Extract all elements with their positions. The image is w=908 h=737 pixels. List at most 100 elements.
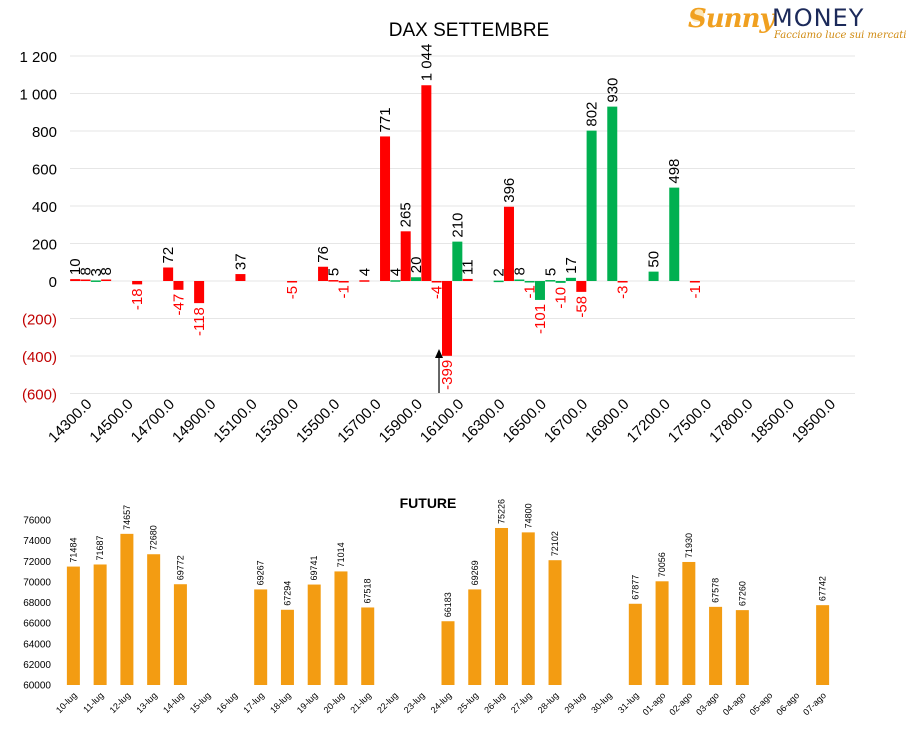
x-tick-label: 15300.0 [252, 396, 302, 446]
x-tick-label: 19500.0 [789, 396, 839, 446]
data-label: 17 [563, 257, 580, 274]
data-label: 72102 [550, 531, 560, 556]
bar [431, 281, 442, 283]
x-tick-label: 27-lug [509, 690, 534, 715]
data-label: 10 [67, 258, 84, 275]
x-tick-label: 12-lug [108, 690, 133, 715]
data-label: 265 [398, 202, 415, 227]
data-label: -4 [429, 286, 446, 299]
bar [442, 281, 453, 356]
x-tick-label: 16500.0 [500, 396, 550, 446]
y-tick-label: 68000 [23, 598, 51, 609]
data-label: 2 [491, 268, 508, 276]
bar [524, 281, 535, 283]
bar [93, 564, 107, 685]
y-tick-label: 200 [32, 237, 57, 254]
data-label: 5 [325, 268, 342, 276]
x-tick-label: 15700.0 [334, 396, 384, 446]
x-tick-label: 14900.0 [169, 396, 219, 446]
bar [80, 279, 91, 281]
data-label: -1 [336, 285, 353, 298]
y-tick-label: 60000 [23, 681, 51, 692]
arrow-head [435, 349, 444, 358]
data-label: -5 [284, 286, 301, 299]
x-tick-label: 19-lug [295, 690, 320, 715]
bar [318, 266, 329, 281]
bar [514, 279, 525, 281]
data-label: -58 [573, 296, 590, 318]
bar [648, 271, 659, 281]
x-tick-label: 29-lug [562, 690, 587, 715]
x-tick-label: 17800.0 [706, 396, 756, 446]
bar [400, 231, 411, 281]
data-label: 8 [511, 267, 528, 275]
data-label: 4 [387, 268, 404, 276]
data-label: 66183 [443, 592, 453, 617]
data-label: -18 [129, 288, 146, 310]
x-tick-label: 25-lug [455, 690, 480, 715]
x-tick-label: 15100.0 [210, 396, 260, 446]
bar [173, 584, 187, 685]
x-tick-label: 10-lug [54, 690, 79, 715]
data-label: 70056 [657, 552, 667, 577]
y-tick-label: (600) [22, 387, 57, 404]
bar [334, 571, 348, 685]
x-tick-label: 16700.0 [541, 396, 591, 446]
x-tick-label: 16-lug [215, 690, 240, 715]
data-label: 67578 [711, 578, 721, 603]
y-tick-label: 74000 [23, 536, 51, 547]
bar [441, 621, 455, 685]
y-tick-label: 800 [32, 124, 57, 141]
bar [338, 281, 349, 283]
sunny-money-logo: Sunny MONEY Facciamo luce sui mercati [688, 4, 907, 44]
data-label: 69267 [256, 560, 266, 585]
x-tick-label: 05-ago [748, 690, 775, 717]
bar [565, 277, 576, 281]
data-label: 37 [232, 253, 249, 270]
bar [462, 278, 473, 281]
data-label: 72 [160, 247, 177, 264]
chart-title: DAX SETTEMBRE [389, 20, 549, 41]
data-label: -399 [439, 360, 456, 390]
y-axis-ticks: 60000 62000 64000 66000 68000 70000 72000 74000… [23, 516, 51, 692]
y-axis-ticks: 1 200 1 000 800 600 400 200 0 (200) (400) (600) [19, 49, 57, 404]
bar [173, 281, 184, 290]
data-label: 71484 [68, 538, 78, 563]
y-tick-label: (200) [22, 312, 57, 329]
x-tick-label: 07-ago [801, 690, 828, 717]
x-tick-label: 16300.0 [458, 396, 508, 446]
bar [132, 281, 143, 285]
data-label: 930 [604, 78, 621, 103]
bar [359, 280, 370, 282]
x-tick-label: 28-lug [536, 690, 561, 715]
bar [421, 85, 432, 281]
bar [521, 532, 535, 685]
bars [66, 527, 830, 685]
bar [411, 277, 422, 281]
logo-tagline: Facciamo luce sui mercati [774, 30, 907, 41]
x-tick-label: 18500.0 [747, 396, 797, 446]
logo-brand-money: MONEY [772, 4, 865, 32]
data-label: 67260 [737, 581, 747, 606]
data-label: 3 [88, 268, 105, 276]
x-tick-label: 18-lug [268, 690, 293, 715]
bar [70, 279, 81, 281]
data-label: 11 [460, 259, 477, 275]
data-label: 75226 [497, 499, 507, 524]
bar [689, 281, 700, 283]
x-tick-label: 13-lug [134, 690, 159, 715]
data-label: 1 044 [418, 44, 435, 82]
x-tick-label: 24-lug [429, 690, 454, 715]
bar [576, 281, 587, 292]
bar [607, 106, 618, 281]
bars [70, 85, 700, 356]
x-tick-label: 16900.0 [582, 396, 632, 446]
y-tick-label: 400 [32, 199, 57, 216]
bar [361, 607, 375, 685]
x-tick-label: 01-ago [641, 690, 668, 717]
data-label: 802 [584, 102, 601, 127]
x-tick-label: 14500.0 [86, 396, 136, 446]
bar [452, 241, 463, 281]
y-tick-label: 66000 [23, 619, 51, 630]
